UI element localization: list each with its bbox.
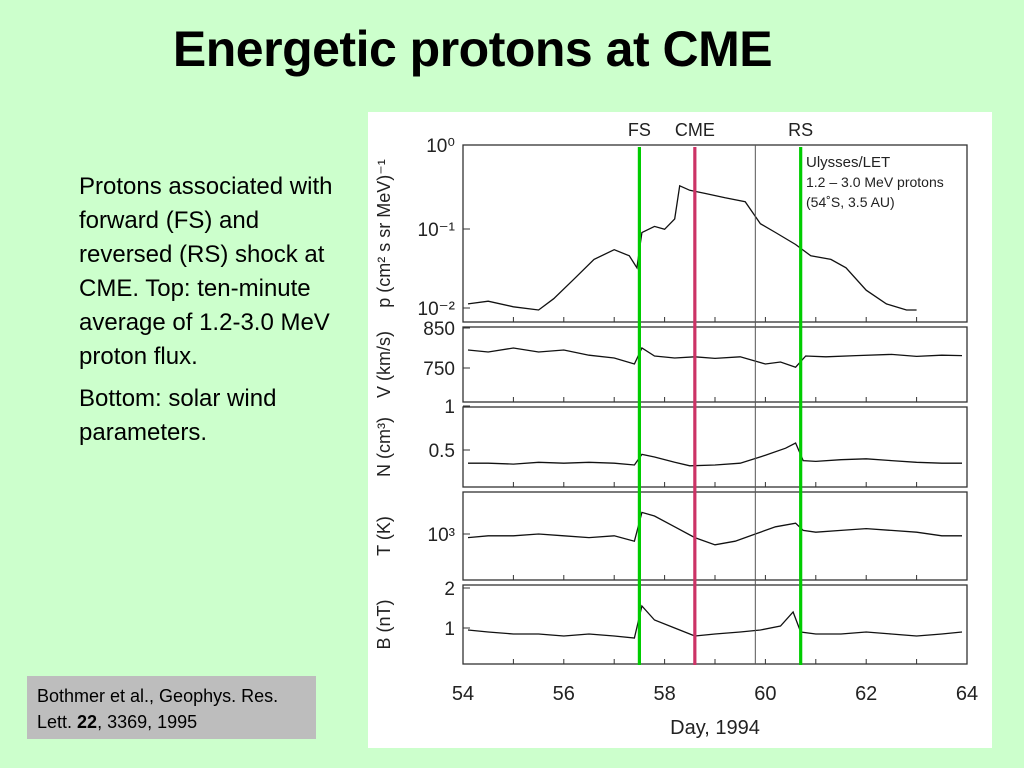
y-axis-label-2: N (cm³) [374,417,394,477]
y-tick-label-2-0: 1 [444,397,455,418]
citation-pages-year: , 3369, 1995 [97,712,198,732]
series-line-panel-2-0 [468,442,962,467]
chart-svg: 10⁰ 10⁻¹ 10⁻² p (cm² s sr MeV)⁻¹ 850 750 V (km… [374,120,978,739]
panel-frame-1 [462,326,968,403]
marker-label-rs: RS [788,120,813,140]
y-axis-label-1: V (km/s) [374,331,394,398]
series-line-panel-4-0 [467,604,963,639]
x-tick-label-58: 58 [653,683,675,705]
annotation-line-2: (54˚S, 3.5 AU) [806,194,895,210]
y-tick-label-2-1: 0.5 [429,441,455,462]
citation-volume: 22 [77,712,98,732]
y-tick-label-0-0: 10⁰ [426,136,455,157]
x-tick-label-64: 64 [956,683,978,705]
x-tick-label-60: 60 [754,683,776,705]
y-tick-label-4-1: 1 [444,619,455,640]
x-tick-label-62: 62 [855,683,877,705]
x-tick-label-54: 54 [452,683,474,705]
y-tick-label-3-0: 10³ [428,525,455,546]
description-paragraph-1: Protons associated with forward (FS) and… [79,173,333,370]
annotation-line-1: 1.2 – 3.0 MeV protons [806,174,944,190]
y-tick-label-1-1: 750 [423,359,455,380]
panel-frame-0 [462,144,968,323]
citation-box: Bothmer et al., Geophys. Res. Lett. 22, … [27,676,316,739]
y-tick-label-4-0: 2 [444,579,455,600]
y-tick-label-1-0: 850 [423,319,455,340]
x-tick-label-56: 56 [553,683,575,705]
x-axis-label: Day, 1994 [670,717,760,739]
y-axis-label-4: B (nT) [374,599,394,649]
annotation-line-0: Ulysses/LET [806,154,890,171]
panel-frame-4 [462,584,968,665]
description-paragraph-2: Bottom: solar wind parameters. [79,385,277,446]
y-tick-label-0-1: 10⁻¹ [418,220,456,241]
y-axis-label-3: T (K) [374,516,394,556]
description-text: Protons associated with forward (FS) and… [79,170,339,458]
y-tick-label-0-2: 10⁻² [418,299,456,320]
panel-frame-3 [462,491,968,581]
marker-label-fs: FS [628,120,651,140]
chart-panel: 10⁰ 10⁻¹ 10⁻² p (cm² s sr MeV)⁻¹ 850 750 V (km… [368,112,992,748]
series-line-panel-3-0 [467,511,962,546]
y-axis-label-0: p (cm² s sr MeV)⁻¹ [374,159,394,308]
marker-label-cme: CME [675,120,715,140]
series-line-panel-0-0 [467,184,917,311]
series-line-panel-1-0 [467,347,963,368]
citation-authors: Bothmer et al., Geophys. Res. Lett. [37,686,279,732]
panel-frame-2 [462,406,968,488]
slide-title: Energetic protons at CME [172,21,773,77]
